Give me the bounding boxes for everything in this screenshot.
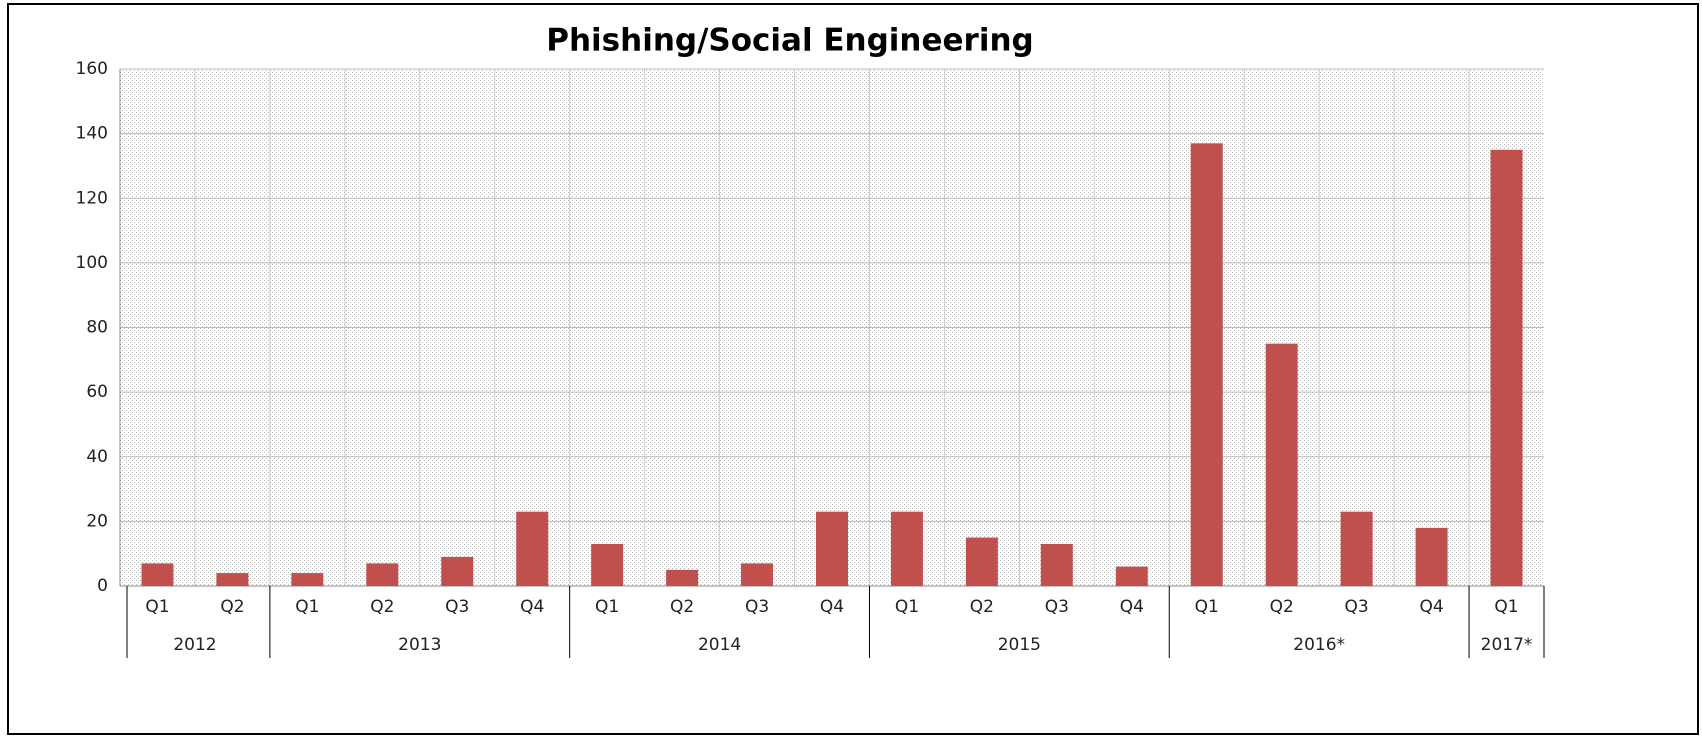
- bar: [965, 537, 998, 586]
- y-tick-label: 100: [76, 253, 108, 273]
- bar: [291, 573, 324, 586]
- bar: [1340, 511, 1373, 586]
- group-label: 2016*: [1293, 635, 1345, 655]
- bar: [441, 556, 474, 586]
- bar: [1415, 527, 1448, 586]
- y-tick-label: 160: [76, 59, 108, 79]
- bar: [1040, 543, 1073, 586]
- bar: [1490, 149, 1523, 586]
- x-tick-label: Q2: [670, 597, 694, 617]
- y-tick-label: 60: [86, 382, 108, 402]
- bar: [741, 563, 774, 586]
- x-tick-label: Q2: [1270, 597, 1294, 617]
- chart-title: Phishing/Social Engineering: [546, 23, 1033, 59]
- x-tick-label: Q2: [970, 597, 994, 617]
- bar: [1265, 343, 1298, 586]
- bar: [141, 563, 174, 586]
- bar: [216, 573, 249, 586]
- group-label: 2015: [998, 635, 1041, 655]
- x-tick-label: Q4: [1419, 597, 1443, 617]
- x-tick-label: Q1: [1494, 597, 1518, 617]
- x-tick-label: Q1: [895, 597, 919, 617]
- x-tick-label: Q4: [1120, 597, 1144, 617]
- y-tick-label: 40: [86, 447, 108, 467]
- x-tick-label: Q2: [370, 597, 394, 617]
- group-label: 2013: [398, 635, 441, 655]
- x-tick-label: Q1: [595, 597, 619, 617]
- bar: [516, 511, 549, 586]
- y-tick-label: 0: [97, 576, 108, 596]
- y-tick-label: 20: [86, 511, 108, 531]
- y-tick-label: 120: [76, 188, 108, 208]
- x-tick-label: Q3: [745, 597, 769, 617]
- bar: [1115, 566, 1148, 586]
- x-tick-label: Q3: [445, 597, 469, 617]
- x-tick-label: Q4: [520, 597, 544, 617]
- bar: [1190, 143, 1223, 586]
- group-label: 2014: [698, 635, 741, 655]
- y-tick-label: 140: [76, 124, 108, 144]
- x-tick-label: Q3: [1345, 597, 1369, 617]
- x-tick-label: Q2: [220, 597, 244, 617]
- group-label: 2017*: [1481, 635, 1533, 655]
- y-tick-label: 80: [86, 318, 108, 338]
- x-tick-label: Q1: [295, 597, 319, 617]
- bar: [591, 543, 624, 586]
- x-tick-label: Q1: [1195, 597, 1219, 617]
- bar: [890, 511, 923, 586]
- bar: [666, 569, 699, 586]
- group-label: 2012: [173, 635, 216, 655]
- x-tick-label: Q1: [145, 597, 169, 617]
- bar: [816, 511, 848, 586]
- x-tick-label: Q3: [1045, 597, 1069, 617]
- x-tick-label: Q4: [820, 597, 844, 617]
- bar: [366, 563, 399, 586]
